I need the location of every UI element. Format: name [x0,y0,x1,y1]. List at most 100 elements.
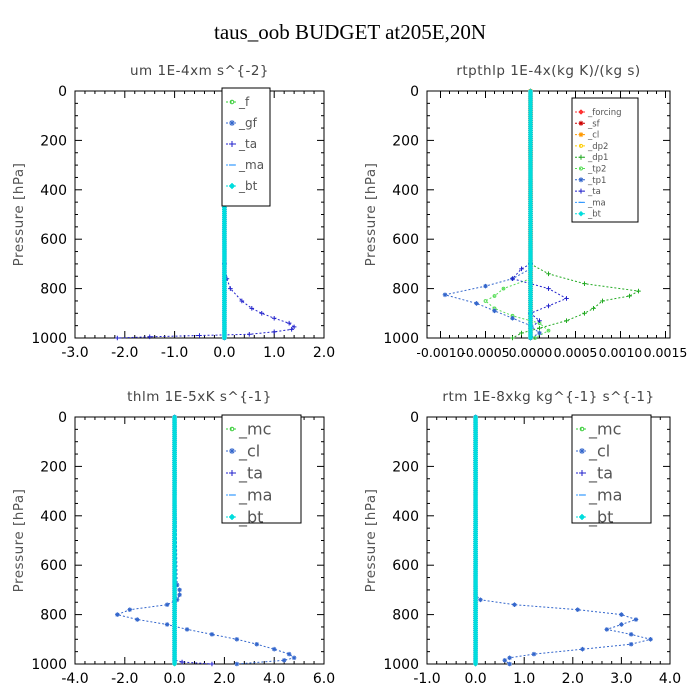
legend-label: _ma [238,158,264,172]
data-point [519,266,524,272]
x-tick-label: 0.0 [464,671,486,687]
legend-marker [579,166,583,171]
chart-rtpthlp: rtpthlp 1E-4x(kg K)/(kg s) Pressure [hPa]… [363,63,687,360]
x-tick-label: 2.0 [313,345,335,361]
y-tick-label: 800 [40,282,67,298]
data-point [628,632,634,637]
series_ta [172,414,215,667]
legend-label: _f [238,95,250,109]
legend-marker [229,120,235,126]
legend-marker [228,513,236,521]
x-tick-label: 3.0 [610,671,632,687]
x-tick-label: 0.0005 [554,345,598,360]
y-tick-label: 600 [392,232,419,248]
legend-label: _ta [238,137,257,151]
data-point [507,661,512,667]
series_bt [171,414,178,667]
figure-title: taus_oob BUDGET at205E,20N [213,20,486,44]
legend-box [571,414,652,524]
data-point [289,327,294,332]
y-tick-label: 0 [58,410,67,426]
legend-marker [578,109,584,115]
legend-label: _dp1 [587,153,608,163]
data-point [177,587,182,593]
series_tp1 [442,266,542,341]
y-tick-label: 400 [40,183,67,199]
data-point [281,657,287,663]
data-point [575,607,580,612]
legend-label: _ta [238,464,263,484]
data-point [291,655,297,661]
legend-marker [228,182,236,190]
data-point [209,661,215,667]
data-point [510,335,515,341]
data-point [537,330,542,336]
data-point [564,318,569,324]
data-point [507,655,512,661]
legend-label: _tp1 [587,176,606,186]
x-tick-label: 0.0010 [599,345,643,360]
y-tick-label: 400 [392,183,419,199]
data-point [286,320,292,326]
legend-label: _mc [238,420,271,440]
x-tick-label: 0.0 [213,345,235,361]
legend-marker [578,120,584,126]
data-point [537,325,542,331]
data-point [648,637,653,642]
x-tick-label: 4.0 [263,671,285,687]
x-tick-label: -3.0 [61,345,88,361]
legend-marker [579,426,585,432]
data-point [286,651,292,657]
data-point [239,298,245,304]
legend-label: _cl [587,131,599,141]
series-line [511,263,568,338]
data-point [271,646,277,652]
data-point [546,286,551,291]
data-point [221,335,228,341]
legend-marker [579,470,585,476]
legend-box [221,414,302,524]
x-tick-label: 0.0015 [644,345,688,360]
data-point [502,657,508,663]
data-point [519,330,524,336]
series-line [174,417,213,665]
x-tick-label: 6.0 [313,671,335,687]
data-point [537,318,542,324]
series-line [444,268,541,339]
legend-marker [229,448,235,454]
data-point [197,333,202,338]
x-tick-label: -0.0005 [461,345,509,360]
data-point [171,661,178,667]
data-point [234,661,240,667]
data-point [271,315,277,321]
y-axis-label: Pressure [hPa] [11,489,27,593]
legend-label: _forcing [587,108,622,118]
data-point [546,303,551,309]
data-point [127,607,133,612]
y-tick-label: 800 [392,282,419,298]
data-point [115,335,120,341]
data-point [254,641,260,647]
data-point [512,602,517,608]
data-point [492,308,497,314]
legend-label: _sf [587,119,601,129]
legend-label: _ma [587,198,606,208]
y-tick-label: 800 [392,608,419,624]
y-tick-label: 200 [392,459,419,475]
legend-marker [579,448,585,454]
data-point [582,281,587,286]
data-point [228,286,233,291]
plot-frame [74,90,325,339]
data-point [247,331,252,337]
legend-label: _dp2 [587,142,608,152]
data-point [591,306,596,311]
x-tick-label: 1.0 [263,345,285,361]
data-point [627,293,632,299]
data-point [472,661,479,667]
y-tick-label: 1000 [383,657,419,673]
y-tick-label: 600 [40,558,67,574]
chart-title: um 1E-4xm s^{-2} [130,63,269,79]
legend-box [571,97,639,223]
y-tick-label: 200 [392,133,419,149]
